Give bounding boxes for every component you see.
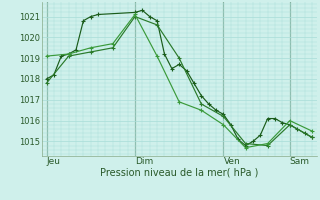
X-axis label: Pression niveau de la mer( hPa ): Pression niveau de la mer( hPa ) xyxy=(100,168,258,178)
